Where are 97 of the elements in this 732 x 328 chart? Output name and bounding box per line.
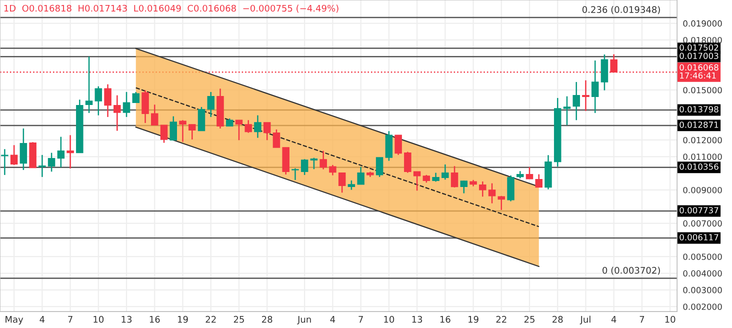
x-tick-label: 10 xyxy=(665,316,676,323)
candlestick xyxy=(188,124,196,140)
x-tick-label: 10 xyxy=(94,316,104,323)
x-tick-label: 25 xyxy=(234,316,244,323)
candlestick xyxy=(170,116,178,141)
candlestick xyxy=(310,157,318,170)
candlestick xyxy=(20,128,28,171)
candlestick xyxy=(376,156,384,178)
candlestick xyxy=(48,152,56,172)
candlestick xyxy=(479,180,486,198)
y-tick-label: 0.004000 xyxy=(683,270,722,277)
x-tick-label: 28 xyxy=(262,316,272,323)
annotation: 0 (0.003702) xyxy=(602,266,660,275)
chart-title: 1D O0.016818 H0.017143 L0.016049 C0.016068 −0.000755 (−4.49%) xyxy=(4,4,338,13)
ref-line-label: 0.017502 xyxy=(680,44,718,51)
y-tick-label: 0.005000 xyxy=(683,254,722,260)
y-tick-label: 0.002000 xyxy=(683,304,722,310)
ref-line-label: 0.010356 xyxy=(680,163,718,170)
x-tick-label: 13 xyxy=(122,316,132,323)
candlestick xyxy=(563,96,571,126)
candlestick xyxy=(38,154,46,178)
candlestick xyxy=(338,172,346,194)
x-tick-label: 19 xyxy=(468,316,478,323)
ref-line-label: 0.012871 xyxy=(680,122,718,128)
x-tick-label: 28 xyxy=(552,316,563,323)
ref-line-label: 0.007737 xyxy=(680,207,718,214)
x-tick-label: Jul xyxy=(580,316,590,324)
candlestick xyxy=(300,158,308,176)
y-tick-label: 0.007000 xyxy=(683,220,722,227)
candlestick xyxy=(160,124,168,144)
y-tick-label: 0.015000 xyxy=(683,86,722,94)
x-tick-label: 7 xyxy=(640,316,644,323)
x-tick-label: 16 xyxy=(440,316,450,323)
candlestick xyxy=(179,120,186,142)
x-tick-label: 7 xyxy=(68,316,72,323)
ref-line-label: 0.013798 xyxy=(680,106,718,112)
x-tick-label: 10 xyxy=(384,316,394,323)
y-tick-label: 0.003000 xyxy=(683,286,722,294)
x-tick-label: 13 xyxy=(412,316,422,323)
candlestick xyxy=(404,151,412,174)
ref-line-label: 0.006117 xyxy=(680,234,718,240)
x-tick-label: 4 xyxy=(330,316,336,323)
x-tick-label: 19 xyxy=(178,316,188,323)
candlestick xyxy=(442,164,449,180)
candlestick xyxy=(600,54,608,91)
candlestick xyxy=(85,56,93,114)
x-tick-label: Jun xyxy=(297,316,311,324)
y-tick-label: 0.019000 xyxy=(683,20,722,27)
candlestick xyxy=(94,86,102,116)
annotation: 0.236 (0.019348) xyxy=(582,6,660,14)
candlestick xyxy=(272,128,280,148)
candlestick xyxy=(207,91,214,118)
candlestick xyxy=(114,94,121,132)
candlestick xyxy=(507,174,514,202)
y-tick-label: 0.011000 xyxy=(683,154,722,160)
candlestick xyxy=(132,91,140,104)
candlestick xyxy=(488,182,496,204)
x-tick-label: 7 xyxy=(358,316,363,323)
ref-line-label: 0.016068 17:46:41 xyxy=(680,64,718,79)
candlestick xyxy=(292,168,299,181)
y-tick-label: 0.012000 xyxy=(683,136,722,144)
candlestick xyxy=(320,150,327,170)
candlestick xyxy=(357,166,364,186)
candlestick xyxy=(151,104,158,126)
candlestick xyxy=(10,144,18,166)
candlestick xyxy=(348,180,356,190)
candlestick xyxy=(535,174,542,188)
candlestick xyxy=(254,114,262,138)
ref-line-label: 0.017003 xyxy=(680,52,718,60)
candlestick xyxy=(122,91,130,118)
candlestick xyxy=(104,84,112,118)
x-tick-label: 16 xyxy=(150,316,160,323)
candlestick xyxy=(66,134,74,170)
x-tick-label: 22 xyxy=(206,316,216,323)
y-tick-label: 0.009000 xyxy=(683,186,722,194)
candlestick xyxy=(244,120,252,134)
x-tick-label: 4 xyxy=(40,316,45,323)
x-tick-label: 25 xyxy=(524,316,534,323)
x-tick-label: 4 xyxy=(611,316,616,323)
x-tick-label: 22 xyxy=(496,316,506,323)
candlestick xyxy=(572,81,580,121)
candlestick xyxy=(394,134,402,156)
candlestick xyxy=(198,106,206,132)
candlestick xyxy=(57,136,65,168)
candlestick xyxy=(385,130,393,162)
candlestick xyxy=(235,120,243,141)
candlestick xyxy=(329,164,336,176)
x-tick-label: May xyxy=(6,316,24,325)
candlestick xyxy=(450,166,458,188)
candlestick xyxy=(460,180,468,194)
candlestick xyxy=(526,166,534,180)
candlestick xyxy=(413,171,421,192)
candlestick xyxy=(263,122,271,141)
candlestick xyxy=(582,80,590,112)
candlestick xyxy=(142,90,149,124)
candlestick xyxy=(591,60,599,114)
y-tick-label: 0.018000 xyxy=(683,36,722,44)
